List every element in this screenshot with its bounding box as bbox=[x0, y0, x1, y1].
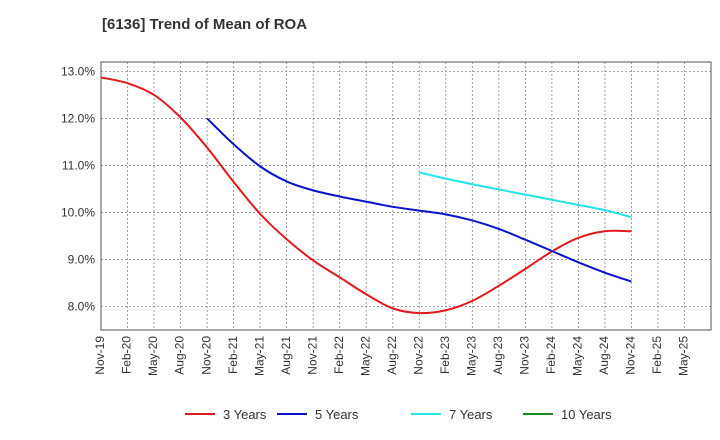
legend-label-3-years: 3 Years bbox=[223, 407, 267, 422]
y-tick-label: 11.0% bbox=[62, 158, 95, 172]
x-tick-label: Aug-24 bbox=[597, 336, 611, 375]
x-tick-label: May-24 bbox=[571, 336, 585, 376]
x-tick-label: Nov-22 bbox=[411, 336, 425, 375]
chart-title: [6136] Trend of Mean of ROA bbox=[102, 16, 308, 33]
x-tick-label: Feb-25 bbox=[650, 336, 664, 374]
series-lines bbox=[100, 76, 632, 315]
x-tick-label: Aug-21 bbox=[279, 336, 293, 375]
x-tick-label: May-21 bbox=[252, 336, 266, 376]
x-tick-label: Aug-20 bbox=[173, 336, 187, 375]
x-tick-label: May-23 bbox=[464, 336, 478, 376]
legend-label-5-years: 5 Years bbox=[315, 407, 359, 422]
x-tick-label: Feb-22 bbox=[332, 336, 346, 374]
grid-lines bbox=[101, 62, 711, 330]
x-tick-label: Aug-23 bbox=[491, 336, 505, 375]
legend-label-7-years: 7 Years bbox=[449, 407, 493, 422]
x-tick-label: May-20 bbox=[146, 336, 160, 376]
x-tick-label: May-22 bbox=[358, 336, 372, 376]
x-tick-label: May-25 bbox=[677, 336, 691, 376]
x-tick-label: Feb-24 bbox=[544, 336, 558, 374]
plot-frame bbox=[100, 61, 712, 331]
x-axis-ticks: Nov-19 Feb-20 May-20 Aug-20 Nov-20 Feb-21 May-… bbox=[93, 336, 690, 376]
x-tick-label: Nov-19 bbox=[93, 336, 107, 375]
series-line-3-years bbox=[100, 76, 632, 315]
y-axis-ticks: 8.0% 9.0% 10.0% 11.0% 12.0% 13.0% bbox=[61, 64, 95, 313]
x-tick-label: Feb-20 bbox=[120, 336, 134, 374]
y-tick-label: 8.0% bbox=[68, 299, 96, 313]
legend: 3 Years 5 Years 7 Years 10 Years bbox=[185, 407, 612, 422]
x-tick-label: Nov-24 bbox=[624, 336, 638, 375]
series-line-7-years bbox=[419, 171, 632, 219]
y-tick-label: 10.0% bbox=[61, 205, 95, 219]
legend-label-10-years: 10 Years bbox=[561, 407, 612, 422]
x-tick-label: Nov-23 bbox=[518, 336, 532, 375]
x-tick-label: Feb-21 bbox=[226, 336, 240, 374]
y-tick-label: 13.0% bbox=[61, 64, 95, 78]
x-tick-label: Feb-23 bbox=[438, 336, 452, 374]
y-tick-label: 9.0% bbox=[68, 252, 96, 266]
series-line-5-years bbox=[206, 117, 632, 283]
y-tick-label: 12.0% bbox=[61, 111, 95, 125]
x-tick-label: Aug-22 bbox=[385, 336, 399, 375]
x-tick-label: Nov-20 bbox=[199, 336, 213, 375]
x-tick-label: Nov-21 bbox=[305, 336, 319, 375]
